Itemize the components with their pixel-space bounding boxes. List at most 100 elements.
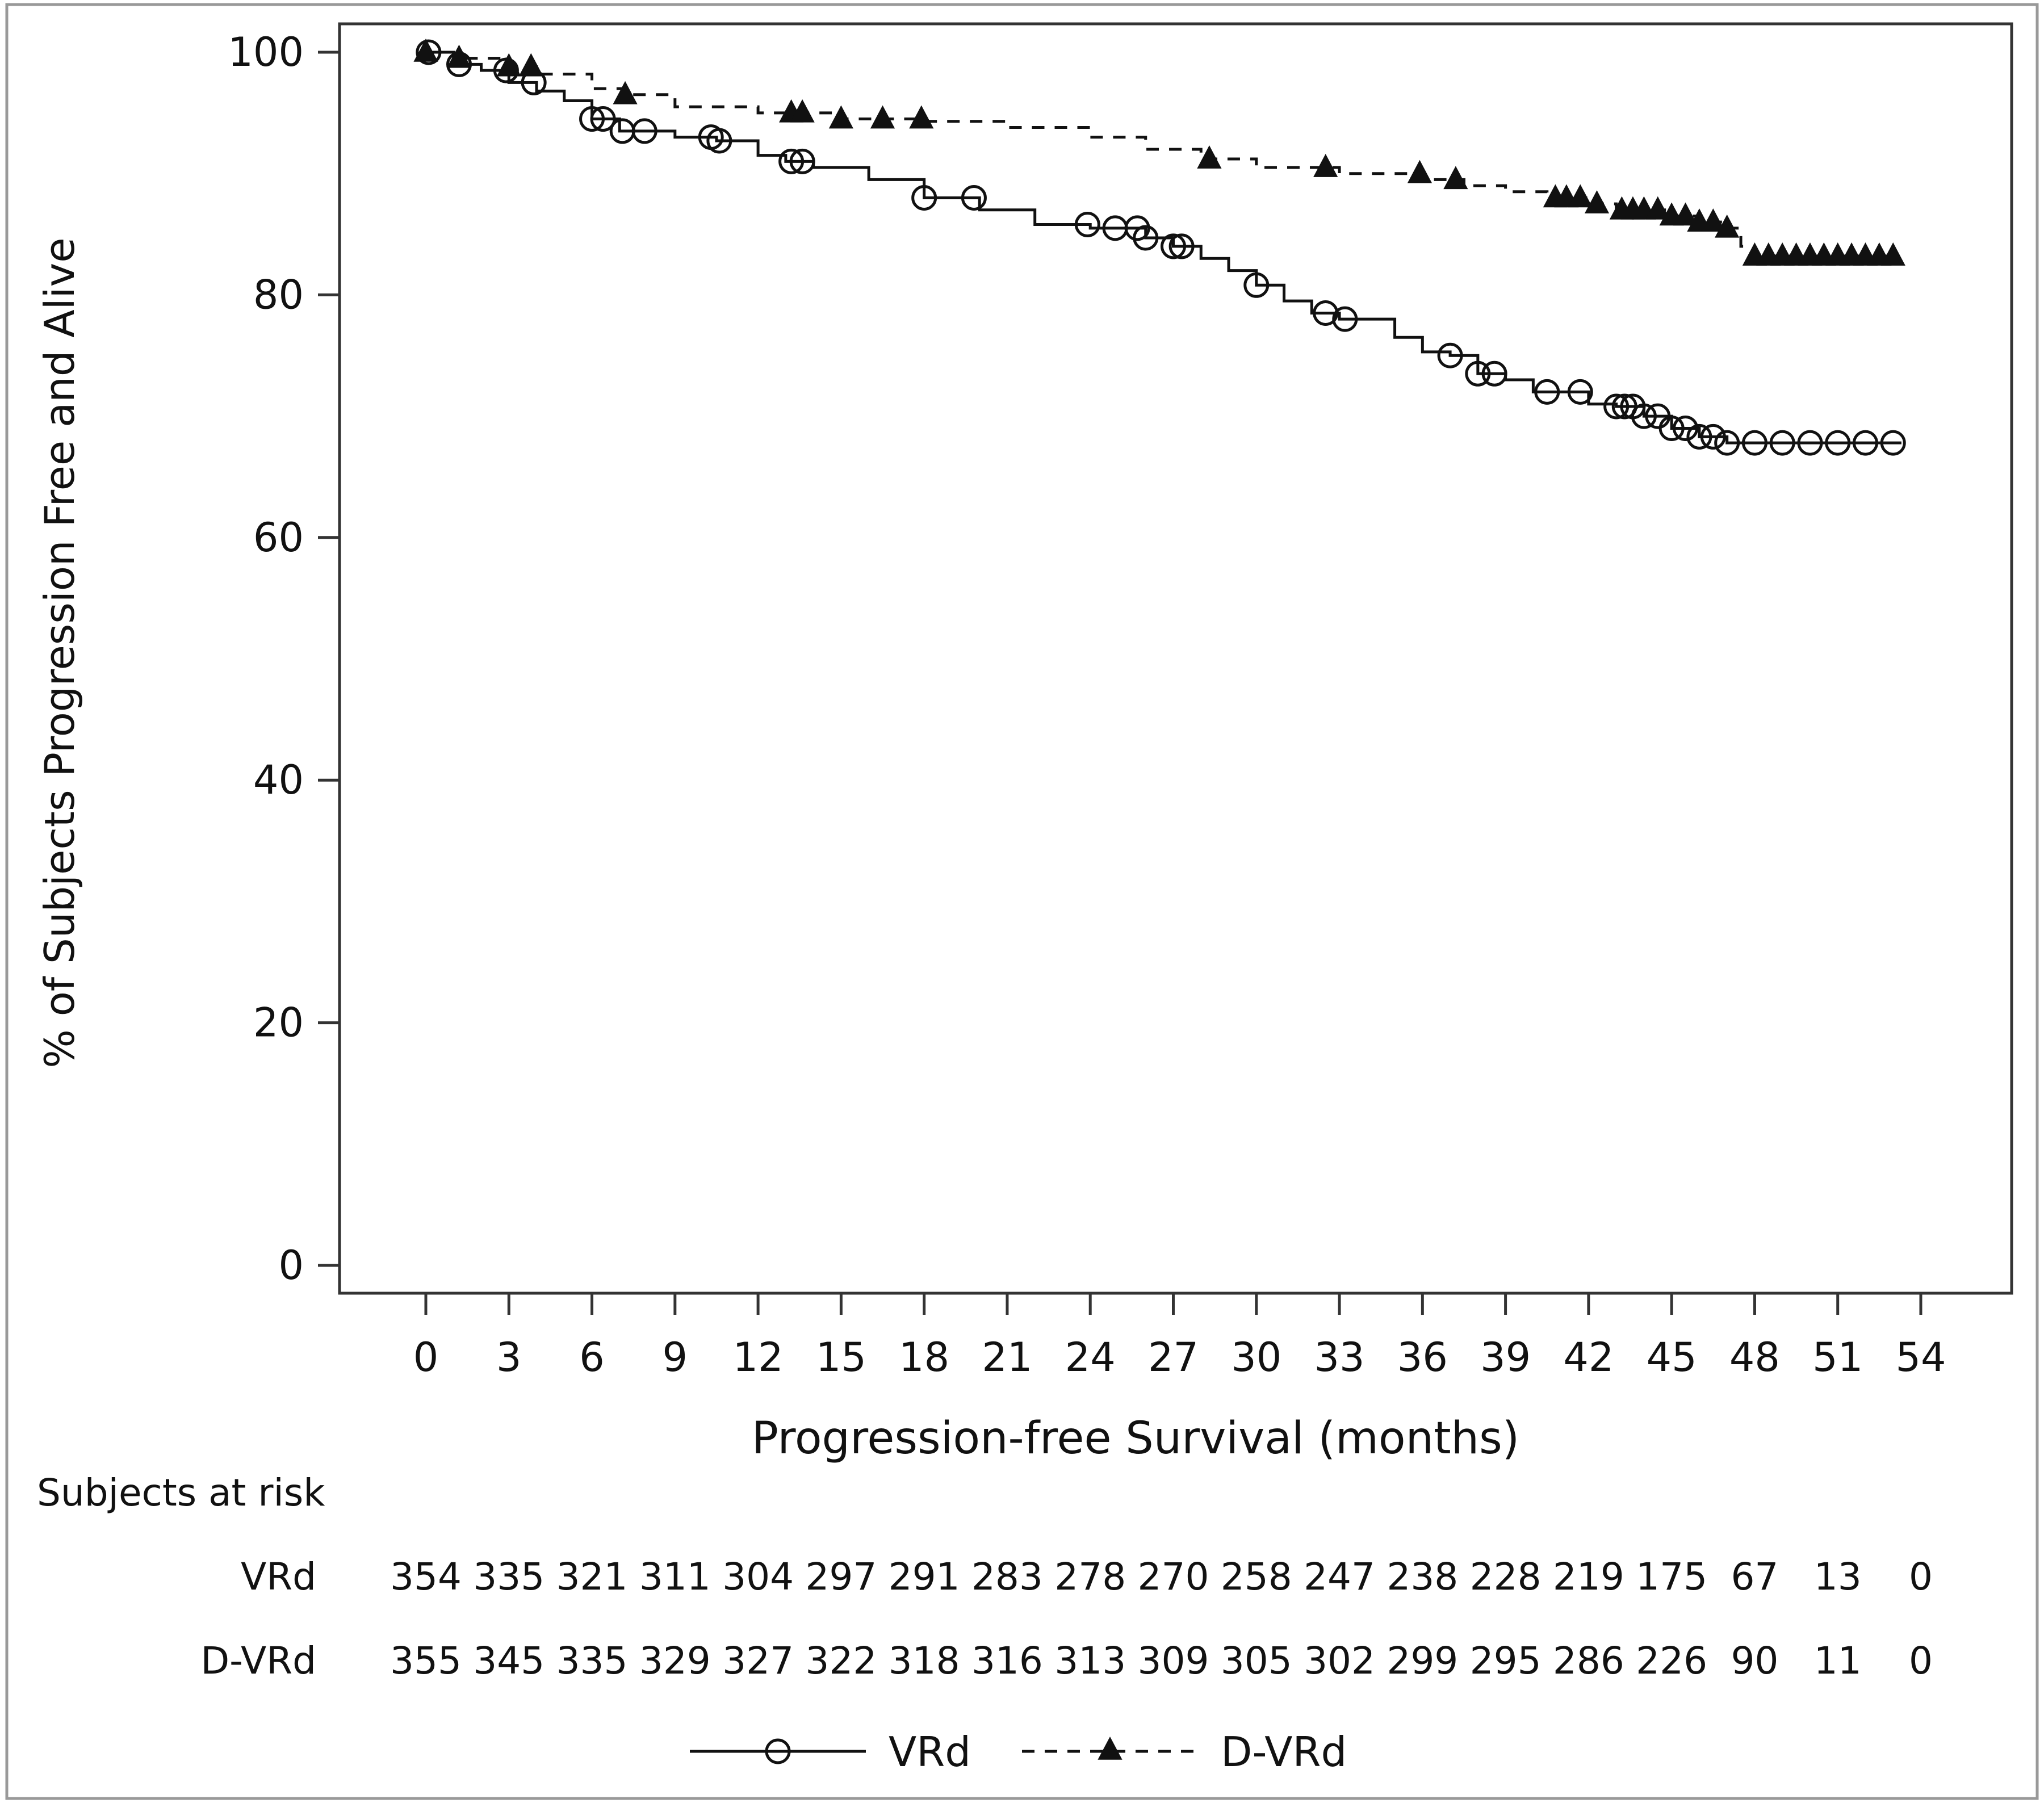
y-tick-label: 60	[253, 514, 304, 561]
at-risk-value: 247	[1304, 1555, 1375, 1599]
circle-marker	[1161, 233, 1186, 259]
at-risk-value: 345	[473, 1639, 544, 1683]
circle-marker	[631, 118, 657, 144]
circle-marker	[1133, 225, 1159, 251]
legend-label: D-VRd	[1221, 1728, 1347, 1776]
x-tick-label: 18	[899, 1334, 949, 1381]
circle-marker	[706, 128, 732, 154]
circle-marker	[1658, 415, 1685, 441]
circle-marker	[1700, 424, 1726, 450]
x-tick-label: 15	[816, 1334, 866, 1381]
circle-marker	[1741, 430, 1767, 456]
triangle-marker	[1197, 145, 1222, 169]
y-tick-label: 40	[253, 757, 304, 803]
triangle-marker	[909, 105, 934, 129]
at-risk-value: 309	[1138, 1639, 1209, 1683]
at-risk-value: 335	[473, 1555, 544, 1599]
at-risk-value: 329	[639, 1639, 711, 1683]
y-axis: 0 20 40 60 80 100	[228, 29, 340, 1289]
at-risk-title: Subjects at risk	[37, 1471, 325, 1515]
circle-marker	[1465, 360, 1491, 387]
circle-marker	[961, 185, 987, 211]
x-tick-label: 6	[579, 1334, 605, 1381]
circle-marker	[1631, 403, 1657, 429]
at-risk-value: 355	[390, 1639, 462, 1683]
at-risk-value: 286	[1553, 1639, 1624, 1683]
at-risk-row-vrd: VRd 354 335 321 311 304 297 291 283 278 270 258 247 2…	[241, 1555, 1933, 1599]
x-tick-label: 36	[1397, 1334, 1448, 1381]
circle-marker	[416, 39, 442, 65]
x-tick-label: 30	[1231, 1334, 1281, 1381]
at-risk-value: 278	[1054, 1555, 1126, 1599]
circle-marker	[1168, 233, 1195, 259]
at-risk-value: 295	[1470, 1639, 1542, 1683]
triangle-marker	[1673, 202, 1698, 226]
y-tick-label: 100	[228, 29, 304, 76]
x-tick-label: 51	[1812, 1334, 1863, 1381]
circle-marker	[1880, 430, 1906, 456]
at-risk-value: 302	[1304, 1639, 1375, 1683]
at-risk-table: VRd 354 335 321 311 304 297 291 283 278 270 258 247 2…	[200, 1555, 1933, 1683]
legend-item-d-vrd: D-VRd	[1022, 1728, 1347, 1776]
triangle-marker	[1700, 208, 1725, 232]
at-risk-value: 305	[1221, 1639, 1292, 1683]
x-tick-label: 21	[982, 1334, 1032, 1381]
triangle-marker	[1313, 154, 1338, 177]
at-risk-value: 67	[1731, 1555, 1778, 1599]
triangle-marker	[496, 53, 521, 77]
at-risk-value: 291	[889, 1555, 960, 1599]
survival-line	[426, 51, 1901, 445]
triangle-marker	[790, 99, 815, 123]
y-tick-label: 0	[278, 1242, 304, 1289]
circle-marker	[1852, 430, 1878, 456]
triangle-marker	[446, 44, 472, 68]
at-risk-value: 318	[889, 1639, 960, 1683]
at-risk-value: 13	[1814, 1555, 1862, 1599]
circle-marker	[579, 106, 605, 132]
at-risk-row-label: VRd	[241, 1555, 316, 1599]
circle-marker	[1825, 430, 1851, 456]
circle-marker	[765, 1738, 791, 1764]
at-risk-value: 228	[1470, 1555, 1542, 1599]
circle-marker	[1769, 430, 1795, 456]
at-risk-value: 316	[971, 1639, 1043, 1683]
circle-marker	[1534, 379, 1560, 405]
triangle-marker	[828, 105, 853, 129]
circle-marker	[1714, 430, 1740, 456]
x-tick-label: 42	[1563, 1334, 1614, 1381]
at-risk-value: 90	[1731, 1639, 1778, 1683]
x-tick-label: 0	[413, 1334, 439, 1381]
y-tick-label: 80	[253, 271, 304, 318]
at-risk-value: 313	[1054, 1639, 1126, 1683]
at-risk-value: 335	[556, 1639, 628, 1683]
triangle-marker	[613, 81, 638, 104]
at-risk-value: 354	[390, 1555, 462, 1599]
triangle-marker	[1715, 214, 1740, 238]
series-d-vrd	[413, 39, 1905, 266]
circle-marker	[1567, 379, 1593, 405]
at-risk-value: 0	[1909, 1555, 1933, 1599]
series-group	[413, 39, 1906, 456]
at-risk-value: 297	[805, 1555, 877, 1599]
circle-marker	[1686, 424, 1712, 450]
triangle-marker	[1645, 196, 1670, 220]
legend-item-vrd: VRd	[690, 1728, 971, 1776]
circle-marker	[778, 148, 805, 174]
x-tick-label: 9	[663, 1334, 688, 1381]
x-tick-label: 45	[1647, 1334, 1697, 1381]
y-tick-label: 20	[253, 1000, 304, 1046]
at-risk-row-label: D-VRd	[200, 1639, 316, 1683]
at-risk-value: 311	[639, 1555, 711, 1599]
x-axis: 0 3 6 9 12 15 18 21 24 27 30 33 36 39 42 45 48 51 54	[413, 1293, 1946, 1381]
circle-marker	[1074, 211, 1100, 237]
at-risk-value: 270	[1138, 1555, 1209, 1599]
circle-marker	[1673, 415, 1699, 441]
triangle-marker	[870, 105, 895, 129]
circle-marker	[911, 185, 937, 211]
x-tick-label: 33	[1314, 1334, 1365, 1381]
at-risk-value: 0	[1909, 1639, 1933, 1683]
circle-marker	[1437, 342, 1463, 368]
x-tick-label: 39	[1480, 1334, 1531, 1381]
x-tick-label: 12	[733, 1334, 784, 1381]
